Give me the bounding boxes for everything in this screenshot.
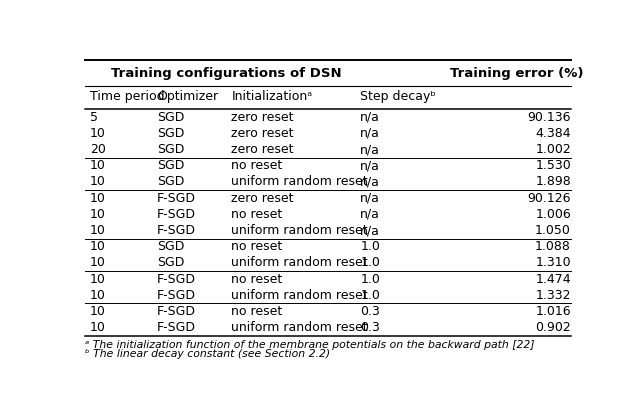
Text: 1.0: 1.0 [360, 273, 380, 286]
Text: ᵃ The initialization function of the membrane potentials on the backward path [2: ᵃ The initialization function of the mem… [85, 340, 534, 350]
Text: 10: 10 [90, 273, 106, 286]
Text: uniform random reset: uniform random reset [231, 256, 368, 269]
Text: 1.530: 1.530 [535, 159, 571, 172]
Text: n/a: n/a [360, 127, 380, 140]
Text: F-SGD: F-SGD [157, 305, 196, 318]
Text: uniform random reset: uniform random reset [231, 176, 368, 189]
Text: n/a: n/a [360, 176, 380, 189]
Text: F-SGD: F-SGD [157, 289, 196, 302]
Text: zero reset: zero reset [231, 111, 294, 124]
Text: no reset: no reset [231, 159, 282, 172]
Text: 5: 5 [90, 111, 98, 124]
Text: no reset: no reset [231, 273, 282, 286]
Text: Optimizer: Optimizer [157, 91, 218, 103]
Text: F-SGD: F-SGD [157, 321, 196, 334]
Text: SGD: SGD [157, 127, 184, 140]
Text: SGD: SGD [157, 176, 184, 189]
Text: SGD: SGD [157, 143, 184, 156]
Text: 1.088: 1.088 [535, 240, 571, 253]
Text: n/a: n/a [360, 191, 380, 204]
Text: 10: 10 [90, 191, 106, 204]
Text: 4.384: 4.384 [536, 127, 571, 140]
Text: n/a: n/a [360, 224, 380, 237]
Text: 10: 10 [90, 176, 106, 189]
Text: 10: 10 [90, 127, 106, 140]
Text: n/a: n/a [360, 111, 380, 124]
Text: zero reset: zero reset [231, 143, 294, 156]
Text: no reset: no reset [231, 240, 282, 253]
Text: n/a: n/a [360, 208, 380, 221]
Text: 1.898: 1.898 [535, 176, 571, 189]
Text: 10: 10 [90, 289, 106, 302]
Text: 10: 10 [90, 256, 106, 269]
Text: F-SGD: F-SGD [157, 273, 196, 286]
Text: 1.0: 1.0 [360, 289, 380, 302]
Text: SGD: SGD [157, 256, 184, 269]
Text: 10: 10 [90, 305, 106, 318]
Text: zero reset: zero reset [231, 191, 294, 204]
Text: 1.0: 1.0 [360, 240, 380, 253]
Text: uniform random reset: uniform random reset [231, 321, 368, 334]
Text: ᵇ The linear decay constant (see Section 2.2): ᵇ The linear decay constant (see Section… [85, 349, 330, 359]
Text: n/a: n/a [360, 143, 380, 156]
Text: uniform random reset: uniform random reset [231, 224, 368, 237]
Text: 20: 20 [90, 143, 106, 156]
Text: Training configurations of DSN: Training configurations of DSN [111, 67, 342, 80]
Text: 10: 10 [90, 159, 106, 172]
Text: 10: 10 [90, 321, 106, 334]
Text: zero reset: zero reset [231, 127, 294, 140]
Text: SGD: SGD [157, 240, 184, 253]
Text: SGD: SGD [157, 159, 184, 172]
Text: 0.3: 0.3 [360, 305, 380, 318]
Text: Training error (%): Training error (%) [450, 67, 583, 80]
Text: Time period: Time period [90, 91, 164, 103]
Text: uniform random reset: uniform random reset [231, 289, 368, 302]
Text: no reset: no reset [231, 305, 282, 318]
Text: F-SGD: F-SGD [157, 224, 196, 237]
Text: 10: 10 [90, 224, 106, 237]
Text: 10: 10 [90, 240, 106, 253]
Text: 1.016: 1.016 [536, 305, 571, 318]
Text: 1.332: 1.332 [536, 289, 571, 302]
Text: Step decayᵇ: Step decayᵇ [360, 91, 436, 103]
Text: 1.0: 1.0 [360, 256, 380, 269]
Text: 10: 10 [90, 208, 106, 221]
Text: Initializationᵃ: Initializationᵃ [231, 91, 312, 103]
Text: 1.006: 1.006 [535, 208, 571, 221]
Text: 1.050: 1.050 [535, 224, 571, 237]
Text: 1.002: 1.002 [535, 143, 571, 156]
Text: SGD: SGD [157, 111, 184, 124]
Text: 1.474: 1.474 [536, 273, 571, 286]
Text: F-SGD: F-SGD [157, 208, 196, 221]
Text: 0.3: 0.3 [360, 321, 380, 334]
Text: 90.136: 90.136 [527, 111, 571, 124]
Text: 90.126: 90.126 [527, 191, 571, 204]
Text: 0.902: 0.902 [535, 321, 571, 334]
Text: F-SGD: F-SGD [157, 191, 196, 204]
Text: n/a: n/a [360, 159, 380, 172]
Text: no reset: no reset [231, 208, 282, 221]
Text: 1.310: 1.310 [536, 256, 571, 269]
